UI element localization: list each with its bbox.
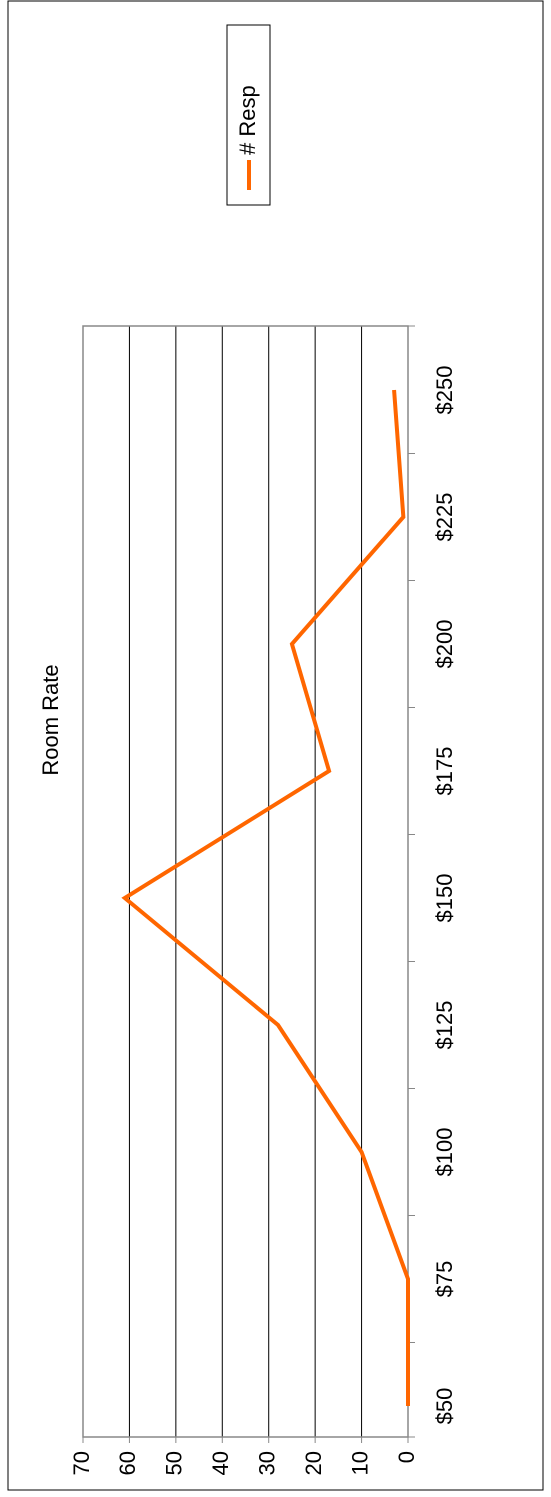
y-tick-label: 10 <box>347 1451 372 1475</box>
chart-border <box>7 0 544 1491</box>
series-line <box>121 389 410 1406</box>
x-tick-label: $175 <box>432 747 457 796</box>
y-tick-label: 30 <box>255 1451 280 1475</box>
y-tick-label: 50 <box>162 1451 187 1475</box>
rotated-frame: Room Rate 0 10 20 30 40 50 60 70 $50 $75 $100 $125 $… <box>38 24 457 1475</box>
legend-label: # Resp <box>235 85 260 155</box>
x-tick-label: $250 <box>432 366 457 415</box>
x-tick-label: $100 <box>432 1128 457 1177</box>
x-tick-label: $125 <box>432 1001 457 1050</box>
x-tick-label: $225 <box>432 493 457 542</box>
x-tick-label: $50 <box>432 1388 457 1425</box>
legend-box <box>226 24 271 206</box>
y-tick-label: 60 <box>115 1451 140 1475</box>
y-tick-label: 0 <box>394 1451 419 1463</box>
x-tick-label: $200 <box>432 620 457 669</box>
plot-area <box>82 325 409 1438</box>
y-tick-label: 20 <box>301 1451 326 1475</box>
y-tick-label: 70 <box>69 1451 94 1475</box>
x-tick-label: $75 <box>432 1261 457 1298</box>
x-tick-label: $150 <box>432 874 457 923</box>
chart-title: Room Rate <box>38 664 63 775</box>
y-tick-label: 40 <box>208 1451 233 1475</box>
